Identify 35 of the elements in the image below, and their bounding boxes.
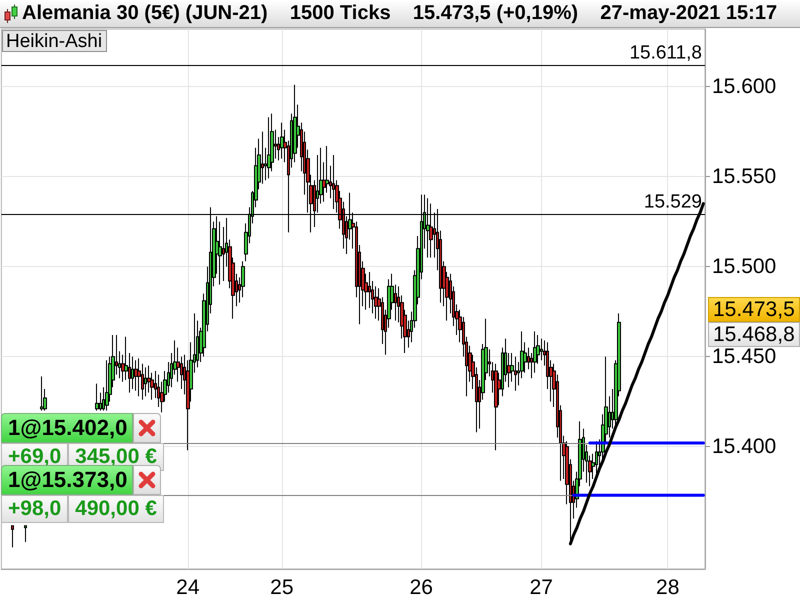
chart-subtitle: Heikin-Ashi [6,31,102,52]
annotation: 345,00 € [68,443,164,471]
annotation: +98,0 [1,495,68,524]
x-tick-label: 25 [270,576,294,599]
chart-title: Alemania 30 (5€) (JUN-21) 1500 Ticks 15.473,5 (+0,19%) 27-may-2021 15:17 [22,2,778,25]
candlestick [144,366,147,397]
y-tick-label: 15.550 [712,165,776,188]
candlestick [40,376,44,412]
candlestick [137,358,141,397]
y-tick-label: 15.400 [712,435,776,458]
candlestick [514,356,517,392]
candlestick [24,525,27,542]
ref-line-label: 15.611,8 [629,42,702,64]
y-tick-label: 15.500 [712,255,776,278]
text: 15.473,5 [708,297,800,322]
candlestick [11,525,14,548]
y-tick-label: 15.450 [712,345,776,368]
x-tick-label: 26 [410,576,433,599]
x-tick-label: 27 [530,576,553,599]
candlestick [105,360,109,412]
annotation: 1@15.402,0 [1,413,133,443]
text: 15.468,8 [708,322,800,348]
candlestick [494,363,498,451]
x-tick-label: 28 [656,576,680,599]
y-tick-label: 15.600 [712,75,776,98]
annotation: 1@15.373,0 [1,465,133,496]
candlestick [131,356,134,390]
annotation: 490,00 € [68,495,164,524]
annotation: +69,0 [1,443,68,471]
x-tick-label: 24 [176,576,200,599]
ref-line-label: 15.529 [644,191,702,212]
candlestick [280,122,284,160]
candlestick [267,116,271,179]
candlestick [95,383,99,412]
candlestick [332,154,335,210]
